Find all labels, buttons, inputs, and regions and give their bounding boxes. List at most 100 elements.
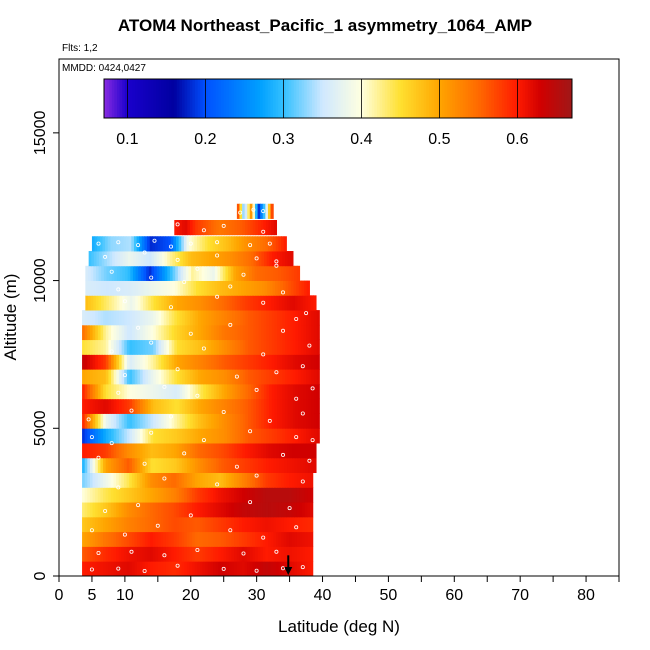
- sample-point: [294, 316, 299, 321]
- heatmap-cell: [87, 443, 91, 459]
- heatmap-cell: [236, 487, 240, 503]
- heatmap-cell: [262, 265, 266, 281]
- heatmap-cell: [132, 383, 136, 400]
- heatmap-cell: [87, 531, 91, 547]
- heatmap-cell: [283, 502, 288, 518]
- heatmap-cell: [269, 413, 273, 429]
- heatmap-cell: [137, 354, 141, 370]
- heatmap-cell: [240, 398, 244, 414]
- heatmap-cell: [176, 546, 180, 562]
- heatmap-cell: [187, 220, 191, 236]
- sample-point: [300, 565, 305, 570]
- heatmap-cell: [269, 428, 273, 444]
- heatmap-cell: [234, 502, 238, 518]
- heatmap-cell: [189, 457, 194, 473]
- heatmap-cell: [242, 398, 247, 414]
- colorbar-segment: [275, 79, 279, 118]
- heatmap-cell: [82, 324, 86, 341]
- heatmap-cell: [204, 236, 209, 252]
- heatmap-cell: [287, 339, 291, 355]
- heatmap-cell: [228, 516, 233, 533]
- heatmap-cell: [200, 339, 204, 355]
- heatmap-cell: [153, 354, 157, 370]
- heatmap-cell: [198, 339, 202, 355]
- sample-point: [152, 238, 157, 243]
- heatmap-cell: [147, 487, 151, 503]
- colorbar-frame: [103, 78, 573, 119]
- sample-point: [267, 241, 272, 246]
- heatmap-cell: [258, 383, 262, 400]
- heatmap-cell: [240, 339, 244, 355]
- heatmap-cell: [101, 265, 105, 281]
- heatmap-cell: [134, 516, 138, 533]
- heatmap-cell: [232, 324, 236, 341]
- heatmap-cell: [263, 369, 268, 385]
- heatmap-cell: [300, 324, 305, 341]
- colorbar-segment: [421, 79, 425, 118]
- heatmap-cell: [195, 457, 199, 473]
- heatmap-cell: [97, 516, 101, 533]
- heatmap-cell: [116, 310, 120, 326]
- heatmap-cell: [84, 398, 88, 414]
- heatmap-cell: [216, 457, 220, 473]
- heatmap-cell: [266, 354, 270, 370]
- x-tick-label: 0: [55, 587, 64, 604]
- heatmap-cell: [126, 531, 130, 547]
- colorbar-segment: [442, 79, 446, 118]
- heatmap-cell: [105, 354, 110, 370]
- colorbar-segment: [179, 79, 183, 118]
- heatmap-cell: [87, 324, 91, 341]
- heatmap-cell: [199, 531, 204, 547]
- heatmap-cell: [203, 310, 207, 326]
- heatmap-cell: [147, 413, 152, 429]
- heatmap-cell: [234, 354, 239, 370]
- heatmap-cell: [171, 531, 175, 547]
- heatmap-cell: [142, 354, 146, 370]
- sample-point: [162, 384, 167, 389]
- heatmap-cell: [173, 472, 177, 488]
- heatmap-cell: [173, 546, 177, 562]
- heatmap-cell: [158, 516, 162, 533]
- heatmap-cell: [92, 487, 96, 503]
- heatmap-cell: [304, 516, 309, 533]
- colorbar-segment: [335, 79, 339, 118]
- heatmap-cell: [307, 516, 311, 533]
- heatmap-cell: [298, 324, 302, 341]
- heatmap-cell: [270, 561, 274, 576]
- heatmap-cell: [250, 295, 254, 311]
- heatmap-cell: [217, 265, 221, 281]
- heatmap-cell: [144, 236, 148, 252]
- heatmap-cell: [294, 487, 298, 503]
- heatmap-cell: [199, 487, 204, 503]
- sample-point: [142, 250, 147, 255]
- colorbar-segment: [171, 79, 175, 118]
- heatmap-cell: [139, 561, 143, 576]
- heatmap-cell: [257, 265, 261, 281]
- colorbar-segment: [176, 79, 180, 118]
- heatmap-cell: [261, 413, 265, 429]
- heatmap-cell: [282, 383, 286, 400]
- heatmap-cell: [100, 561, 104, 576]
- heatmap-cell: [300, 369, 305, 385]
- colorbar-segment: [330, 79, 334, 118]
- heatmap-cell: [103, 531, 107, 547]
- heatmap-cell: [211, 295, 215, 311]
- sample-point: [248, 500, 253, 505]
- heatmap-cell: [190, 383, 194, 400]
- heatmap-cell: [125, 251, 129, 267]
- heatmap-cell: [197, 487, 201, 503]
- heatmap-cell: [88, 265, 92, 281]
- heatmap-cell: [205, 398, 210, 414]
- heatmap-cell: [265, 502, 269, 518]
- heatmap-cell: [226, 516, 230, 533]
- heatmap-cell: [307, 487, 311, 503]
- heatmap-cell: [278, 472, 282, 488]
- heatmap-cell: [187, 324, 191, 341]
- heatmap-cell: [255, 516, 259, 533]
- heatmap-cell: [220, 561, 225, 576]
- heatmap-cell: [292, 413, 297, 429]
- heatmap-cell: [132, 413, 136, 429]
- heatmap-cell: [199, 472, 204, 488]
- heatmap-cell: [284, 369, 289, 385]
- heatmap-cell: [82, 369, 86, 385]
